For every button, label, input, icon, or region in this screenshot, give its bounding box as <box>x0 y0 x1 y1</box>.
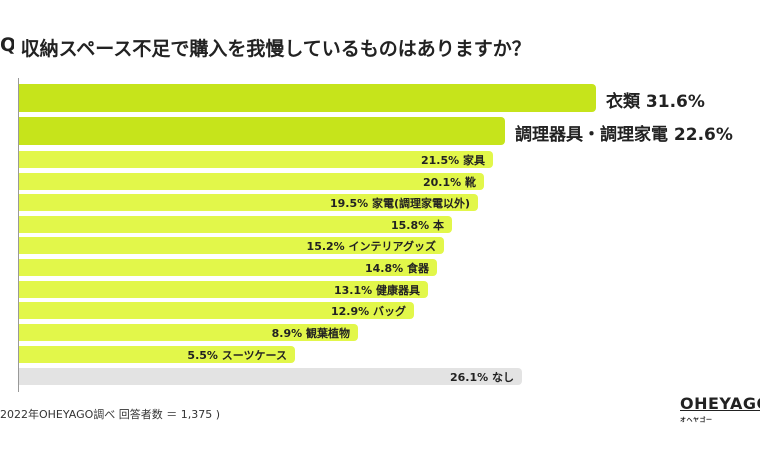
bar-5: 15.8% 本 <box>19 216 452 233</box>
bar-label-11: 5.5% スーツケース <box>187 348 287 362</box>
footnote: 2022年OHEYAGO調べ 回答者数 ＝ 1,375 ) <box>0 408 221 421</box>
bar-label-6: 15.2% インテリアグッズ <box>306 239 436 253</box>
bar-4: 19.5% 家電(調理家電以外) <box>19 194 478 211</box>
bar-label-1: 調理器具・調理家電 22.6% <box>515 125 733 145</box>
bar-label-7: 14.8% 食器 <box>365 261 429 275</box>
bar-6: 15.2% インテリアグッズ <box>19 237 444 254</box>
bar-7: 14.8% 食器 <box>19 259 437 276</box>
logo-subtext: オヘヤゴー <box>680 417 713 424</box>
bar-label-12: 26.1% なし <box>450 370 514 384</box>
bar-label-8: 13.1% 健康器具 <box>334 283 420 297</box>
bar-0 <box>19 84 596 112</box>
bar-label-10: 8.9% 観葉植物 <box>271 326 350 340</box>
bar-2: 21.5% 家具 <box>19 151 493 168</box>
bar-9: 12.9% バッグ <box>19 302 414 319</box>
y-axis-line <box>18 78 19 392</box>
oheyago-logo: OHEYAGO オヘヤゴー <box>680 394 760 424</box>
bar-label-9: 12.9% バッグ <box>331 304 406 318</box>
logo-text: OHEYAGO <box>680 394 760 413</box>
bar-label-0: 衣類 31.6% <box>606 92 705 112</box>
bar-1 <box>19 117 505 145</box>
chart-title: Q 収納スペース不足で購入を我慢しているものはありますか？ <box>0 34 531 61</box>
bar-8: 13.1% 健康器具 <box>19 281 428 298</box>
bar-10: 8.9% 観葉植物 <box>19 324 358 341</box>
bar-11: 5.5% スーツケース <box>19 346 295 363</box>
bar-label-3: 20.1% 靴 <box>423 175 476 189</box>
bar-label-5: 15.8% 本 <box>391 218 444 232</box>
bar-label-4: 19.5% 家電(調理家電以外) <box>329 196 470 210</box>
bar-3: 20.1% 靴 <box>19 173 484 190</box>
q-mark: Q <box>0 34 14 56</box>
bar-12: 26.1% なし <box>19 368 522 385</box>
bar-label-2: 21.5% 家具 <box>421 153 485 167</box>
title-text: 収納スペース不足で購入を我慢しているものはありますか？ <box>20 38 531 60</box>
